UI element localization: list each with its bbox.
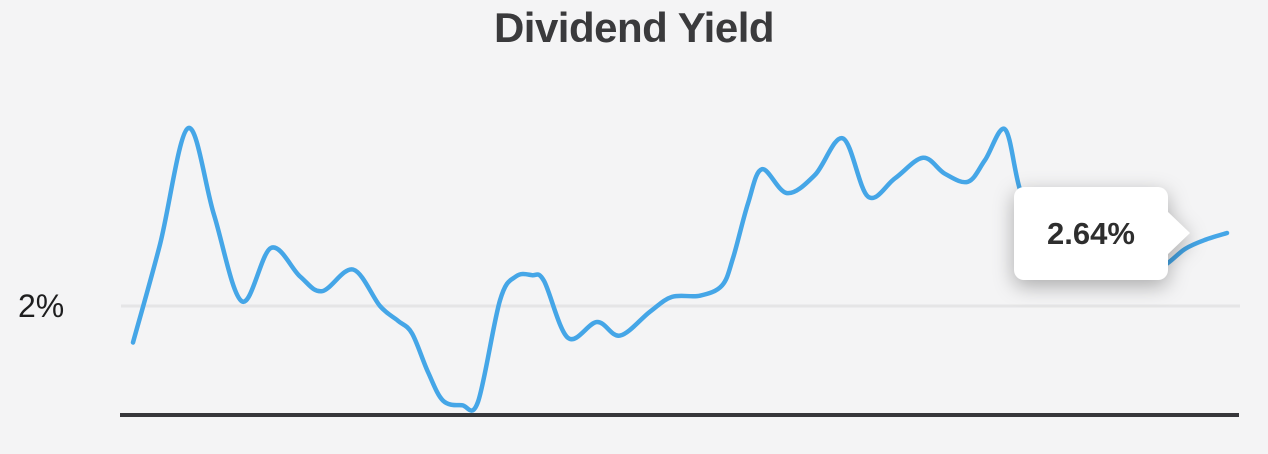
y-axis-gridline-label: 2% xyxy=(18,288,65,324)
value-tooltip: 2.64% xyxy=(1014,187,1190,280)
tooltip-value: 2.64% xyxy=(1047,215,1135,251)
tooltip-box: 2.64% xyxy=(1014,187,1190,280)
chart-title: Dividend Yield xyxy=(493,4,775,51)
dividend-yield-series-line[interactable] xyxy=(130,125,1230,413)
tooltip-arrow-icon xyxy=(1167,211,1190,255)
